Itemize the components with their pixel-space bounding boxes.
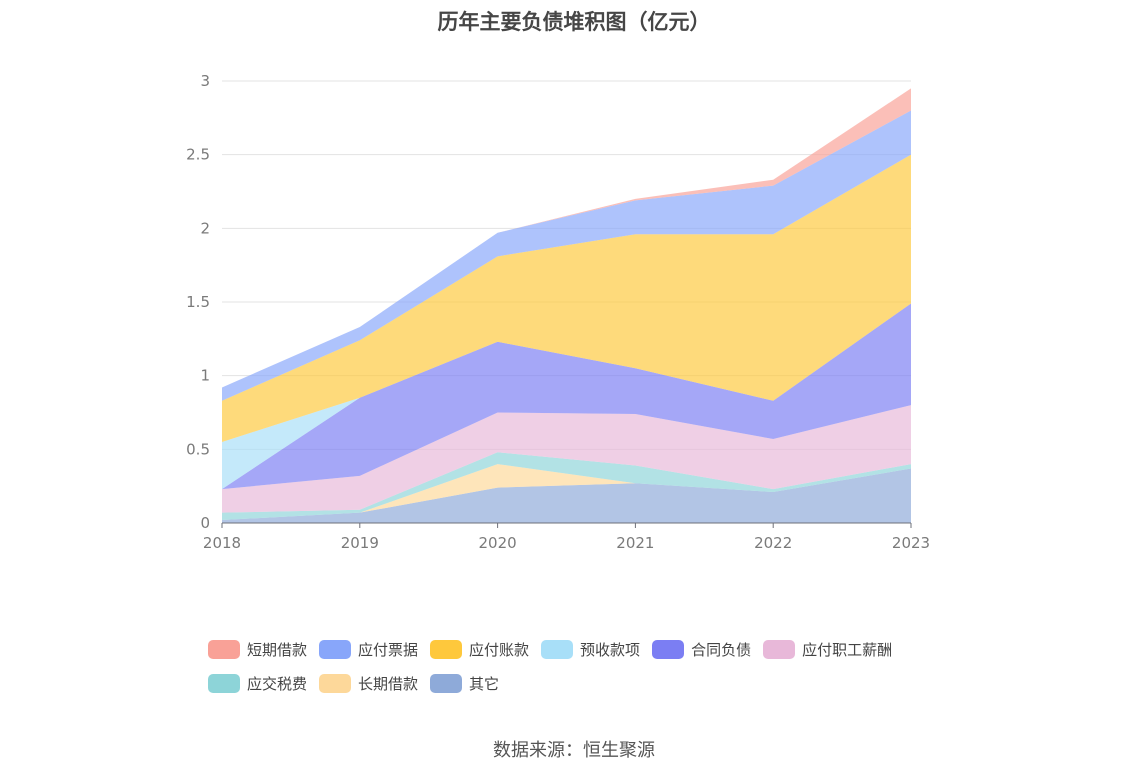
legend-label: 其它 (469, 674, 500, 693)
legend-swatch (763, 639, 796, 659)
legend-item[interactable]: 其它 (430, 672, 499, 694)
legend-label: 应交税费 (247, 674, 308, 693)
y-tick-label: 1.5 (186, 293, 210, 311)
y-tick-label: 0.5 (186, 440, 210, 458)
legend-swatch (208, 639, 240, 659)
y-tick-label: 2 (200, 219, 210, 237)
y-tick-label: 2.5 (186, 146, 210, 164)
legend-label: 应付票据 (358, 640, 419, 659)
area-应付职工薪酬 (222, 405, 911, 513)
x-tick-label: 2022 (754, 534, 792, 552)
legend-label: 应付账款 (469, 640, 530, 659)
legend-swatch (652, 639, 685, 659)
x-tick-label: 2018 (203, 534, 241, 552)
legend-item[interactable]: 应付账款 (430, 638, 529, 660)
legend-label: 应付职工薪酬 (802, 640, 893, 659)
x-tick-label: 2023 (892, 534, 930, 552)
legend-item[interactable]: 合同负债 (652, 638, 751, 660)
area-series (222, 88, 911, 523)
y-tick-label: 1 (200, 367, 210, 385)
source-note: 数据来源：恒生聚源 (493, 740, 655, 761)
legend-item[interactable]: 应交税费 (208, 672, 307, 694)
legend-item[interactable]: 预收款项 (541, 638, 640, 660)
x-tick-label: 2019 (341, 534, 379, 552)
legend-swatch (430, 673, 463, 693)
legend-swatch (319, 673, 352, 693)
legend-label: 短期借款 (247, 640, 308, 659)
axes: 0 0.5 1 1.5 2 2.5 3 2018 2019 2020 2021 2022 2023 (186, 72, 930, 552)
area-长期借款 (222, 464, 911, 521)
legend-item[interactable]: 应付票据 (319, 638, 418, 660)
legend-label: 预收款项 (580, 640, 641, 659)
area-其它 (222, 468, 911, 523)
area-应付账款 (222, 154, 911, 442)
legend-item[interactable]: 长期借款 (319, 672, 418, 694)
chart-title: 历年主要负债堆积图（亿元） (437, 10, 711, 34)
legend-swatch (208, 673, 240, 693)
legend: 短期借款 应付票据 应付账款 预收款项 合同负债 应付职工薪酬应交税费 长期借款 其它 (208, 638, 968, 706)
legend-swatch (319, 639, 352, 659)
area-合同负债 (222, 303, 911, 490)
x-tick-label: 2020 (479, 534, 517, 552)
y-tick-label: 0 (200, 514, 210, 532)
area-应交税费 (222, 452, 911, 521)
legend-label: 合同负债 (691, 640, 752, 659)
legend-item[interactable]: 应付职工薪酬 (763, 638, 892, 660)
legend-item[interactable]: 短期借款 (208, 638, 307, 660)
legend-label: 长期借款 (358, 674, 419, 693)
x-tick-label: 2021 (616, 534, 654, 552)
legend-swatch (430, 639, 463, 659)
y-tick-label: 3 (200, 72, 210, 90)
legend-swatch (541, 639, 574, 659)
